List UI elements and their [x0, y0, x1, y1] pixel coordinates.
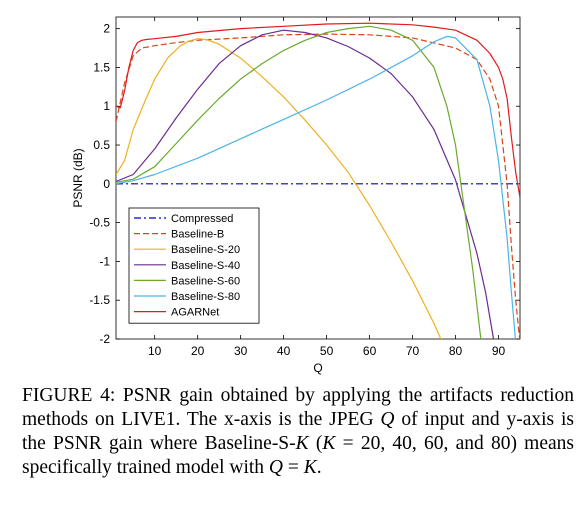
series-line-baseline-b — [116, 33, 520, 339]
legend-label: Compressed — [171, 213, 233, 225]
legend-label: Baseline-S-20 — [171, 244, 240, 256]
y-tick-label: -2 — [99, 332, 110, 346]
y-tick-label: 1 — [103, 99, 110, 113]
y-tick-label: 2 — [103, 22, 110, 36]
legend-label: AGARNet — [171, 307, 219, 319]
series-group — [116, 22, 520, 339]
y-tick-label: -1.5 — [89, 293, 110, 307]
x-tick-label: 80 — [449, 344, 463, 358]
series-line-baseline-s-20 — [116, 38, 442, 339]
chart-figure: 10 20 30 40 50 60 70 80 90 -2 -1.5 -1 -0.5 0 0.5 1 1.5 2 Q… — [71, 16, 521, 375]
x-tick-label: 50 — [320, 344, 334, 358]
x-axis-label: Q — [313, 361, 322, 375]
series-line-agarnet — [116, 22, 520, 198]
series-line-baseline-s-40 — [116, 29, 495, 339]
y-tick-label: 0 — [103, 177, 110, 191]
x-tick-label: 90 — [492, 344, 506, 358]
legend-label: Baseline-S-60 — [171, 275, 240, 287]
series-line-baseline-s-60 — [116, 25, 482, 339]
psnr-chart: 10 20 30 40 50 60 70 80 90 -2 -1.5 -1 -0.5 0 0.5 1 1.5 2 Q… — [71, 16, 521, 375]
y-tick-label: -1 — [99, 254, 110, 268]
x-tick-label: 30 — [234, 344, 248, 358]
caption-math: Q — [268, 457, 284, 478]
figure-caption: FIGURE 4: PSNR gain obtained by applying… — [22, 385, 574, 478]
x-tick-label: 60 — [363, 344, 377, 358]
legend-box — [128, 207, 260, 324]
legend-label: Baseline-S-80 — [171, 291, 240, 303]
caption-math: K — [303, 457, 317, 478]
series-line-baseline-s-80 — [116, 35, 516, 339]
x-tick-label: 10 — [148, 344, 162, 358]
caption-math: K — [295, 433, 309, 454]
x-tick-label: 70 — [406, 344, 420, 358]
legend-label: Baseline-B — [171, 229, 224, 241]
y-tick-label: 1.5 — [93, 60, 110, 74]
caption-math: Q — [380, 409, 395, 430]
y-tick-label: -0.5 — [89, 216, 110, 230]
caption-math: K — [322, 433, 336, 454]
y-axis-label: PSNR (dB) — [71, 148, 85, 207]
legend-label: Baseline-S-40 — [171, 260, 240, 272]
y-tick-label: 0.5 — [93, 138, 110, 152]
x-tick-label: 20 — [191, 344, 205, 358]
plot-frame — [115, 16, 521, 340]
x-tick-label: 40 — [277, 344, 291, 358]
